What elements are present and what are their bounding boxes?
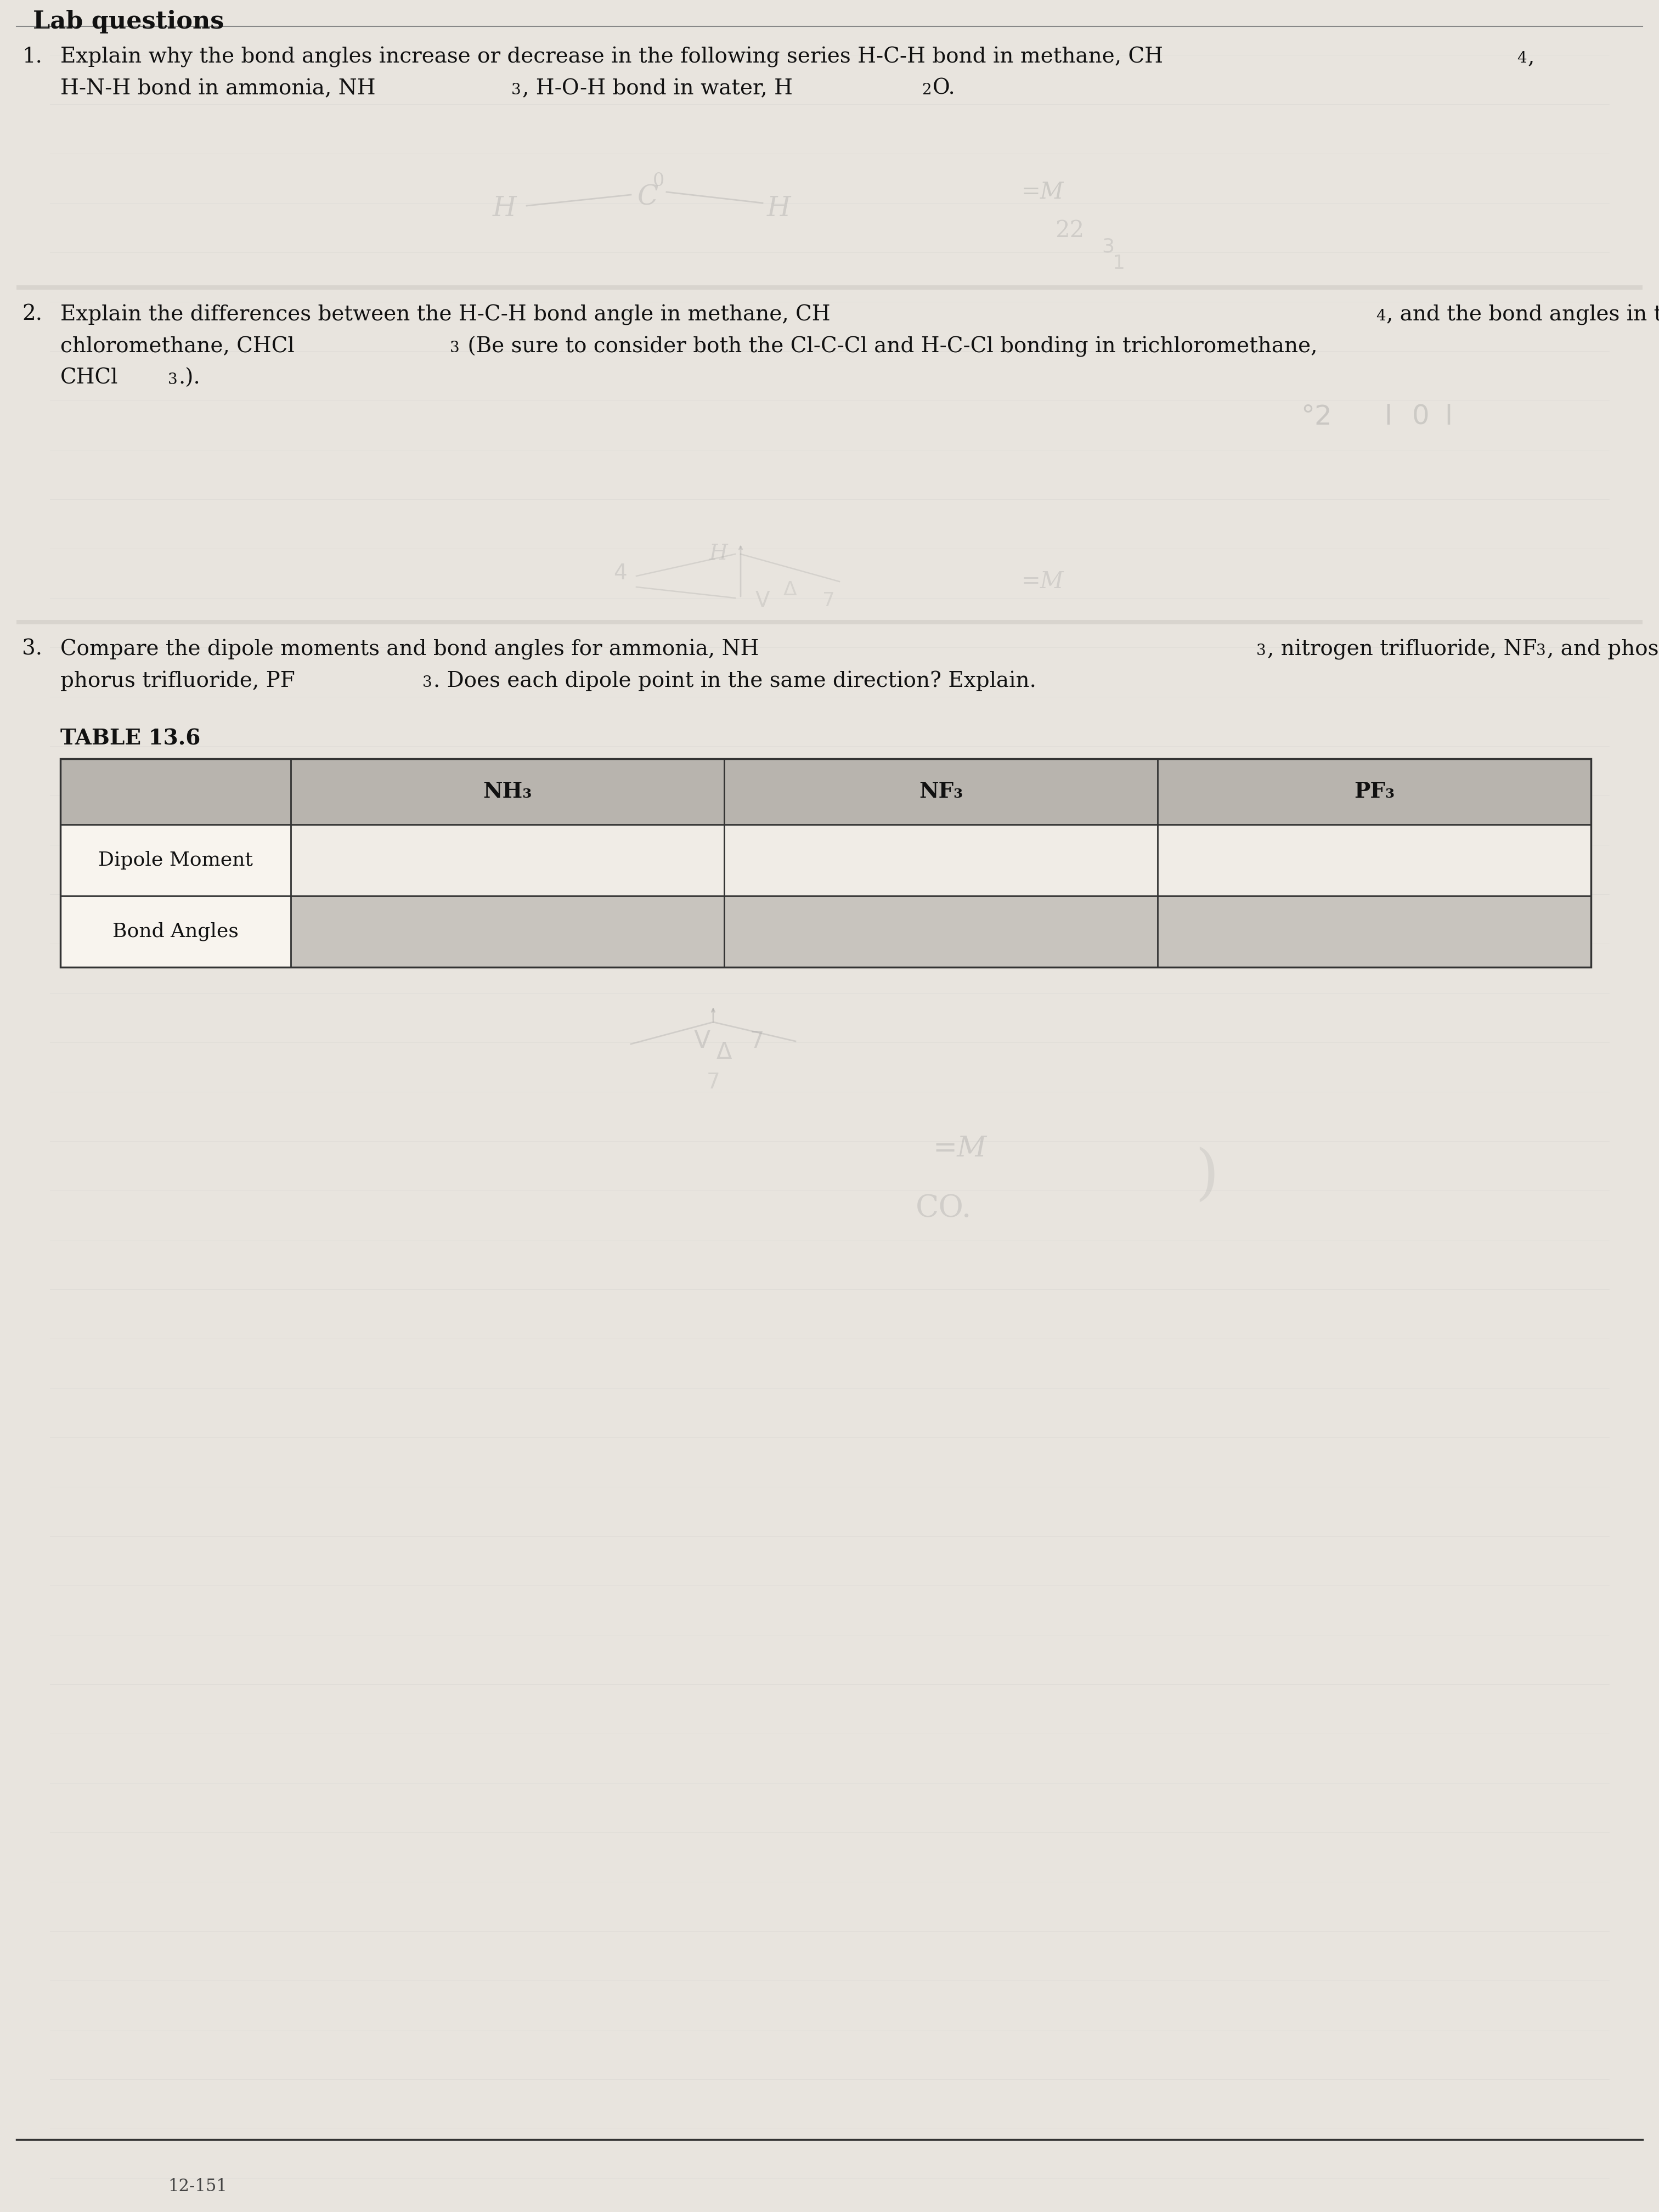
Text: ,: , [1528,46,1535,66]
Text: 3: 3 [168,372,178,387]
Text: NH₃: NH₃ [483,781,533,803]
Text: . Does each dipole point in the same direction? Explain.: . Does each dipole point in the same dir… [433,670,1037,692]
Text: .).: .). [178,367,201,389]
Text: phorus trifluoride, PF: phorus trifluoride, PF [60,670,295,692]
Bar [60,759,1591,967]
Text: Explain why the bond angles increase or decrease in the following series H-C-H b: Explain why the bond angles increase or … [60,46,1163,69]
Bar [60,896,290,967]
Text: 0: 0 [1412,405,1430,429]
Text: 1: 1 [1113,254,1125,272]
Text: Δ: Δ [783,580,796,599]
Bar [17,285,1642,290]
Text: 3: 3 [1102,237,1115,257]
Text: 12-151: 12-151 [168,2179,227,2194]
Text: (Be sure to consider both the Cl-C-Cl and H-C-Cl bonding in trichloromethane,: (Be sure to consider both the Cl-C-Cl an… [461,336,1317,358]
Text: 22: 22 [1055,219,1085,241]
Text: 2: 2 [922,82,931,97]
Text: 4: 4 [1375,310,1385,323]
Text: TABLE 13.6: TABLE 13.6 [60,728,201,750]
Text: 7: 7 [707,1073,720,1093]
Text: H: H [766,195,791,221]
Text: , H-O-H bond in water, H: , H-O-H bond in water, H [523,77,793,100]
Text: 1.: 1. [22,46,41,66]
Text: 4: 4 [1516,51,1526,66]
Text: 0: 0 [652,173,664,190]
Text: °2: °2 [1301,405,1332,429]
Text: l: l [1384,405,1392,429]
Text: V: V [693,1029,710,1053]
Text: O.: O. [932,77,956,100]
Text: , and phos-: , and phos- [1548,639,1659,659]
Bar [17,619,1642,624]
Text: 3: 3 [450,341,460,356]
Text: H: H [493,195,516,221]
Text: 7: 7 [823,591,834,611]
Text: CHCl: CHCl [60,367,118,389]
Text: =M: =M [1020,571,1063,593]
Text: , nitrogen trifluoride, NF: , nitrogen trifluoride, NF [1267,639,1536,659]
Bar [60,759,1591,825]
Text: 3.: 3. [22,639,41,659]
Bar [60,825,290,896]
Text: CO.: CO. [916,1194,972,1223]
Text: , and the bond angles in tri-: , and the bond angles in tri- [1387,305,1659,325]
Text: =M: =M [1020,181,1063,204]
Text: H-N-H bond in ammonia, NH: H-N-H bond in ammonia, NH [60,77,375,100]
Text: H: H [710,544,728,564]
Text: l: l [1445,405,1452,429]
Text: C: C [637,184,659,210]
Text: chloromethane, CHCl: chloromethane, CHCl [60,336,294,356]
Text: NF₃: NF₃ [919,781,962,803]
Text: 3: 3 [511,82,521,97]
Text: 7: 7 [750,1031,765,1053]
Text: Bond Angles: Bond Angles [113,922,239,940]
Text: Lab questions: Lab questions [33,9,224,33]
Text: PF₃: PF₃ [1354,781,1395,803]
Text: 4: 4 [614,562,627,584]
Text: Δ: Δ [717,1040,732,1064]
Text: ): ) [1194,1146,1219,1206]
Text: Compare the dipole moments and bond angles for ammonia, NH: Compare the dipole moments and bond angl… [60,639,760,659]
Bar [60,896,1591,967]
Text: Dipole Moment: Dipole Moment [98,852,252,869]
Bar [60,825,1591,896]
Text: 2.: 2. [22,305,41,325]
Text: Explain the differences between the H-C-H bond angle in methane, CH: Explain the differences between the H-C-… [60,305,831,325]
Text: 3: 3 [1256,644,1266,659]
Text: 3: 3 [423,675,431,690]
Text: 3: 3 [1536,644,1546,659]
Text: V: V [755,591,770,611]
Text: =M: =M [932,1135,987,1161]
